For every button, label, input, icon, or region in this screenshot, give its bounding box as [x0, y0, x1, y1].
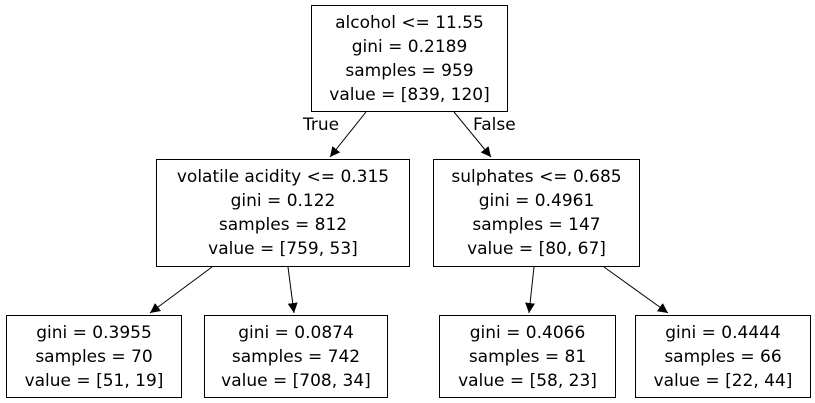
edge-label-false: False	[473, 115, 516, 135]
leaf-right-left-value: value = [58, 23]	[458, 370, 597, 391]
node-root-gini: gini = 0.2189	[351, 36, 468, 57]
leaf-left-right-samples: samples = 742	[231, 346, 361, 367]
leaf-right-right-gini: gini = 0.4444	[665, 322, 781, 343]
leaf-right-left: gini = 0.4066 samples = 81 value = [58, …	[439, 315, 616, 398]
node-right-samples: samples = 147	[472, 215, 601, 235]
leaf-left-left-gini: gini = 0.3955	[36, 322, 152, 343]
edge-root-left	[329, 111, 367, 158]
edge-label-true: True	[303, 115, 340, 135]
leaf-right-right-value: value = [22, 44]	[653, 370, 793, 391]
leaf-right-left-gini: gini = 0.4066	[469, 322, 586, 343]
edge-left-leaf-ll	[149, 266, 213, 314]
node-left-samples: samples = 812	[218, 215, 348, 235]
edge-root-right	[453, 111, 492, 158]
edge-left-leaf-lr	[287, 266, 298, 314]
leaf-left-left-samples: samples = 70	[35, 346, 153, 367]
leaf-left-right-value: value = [708, 34]	[221, 370, 371, 391]
edge-right-leaf-rl	[525, 266, 536, 314]
node-right-value: value = [80, 67]	[467, 239, 606, 259]
node-left-split: volatile acidity <= 0.315	[176, 167, 390, 187]
leaf-left-left: gini = 0.3955 samples = 70 value = [51, …	[6, 315, 182, 398]
node-right: sulphates <= 0.685 gini = 0.4961 samples…	[433, 159, 640, 267]
leaf-left-right-gini: gini = 0.0874	[238, 322, 354, 343]
edge-right-leaf-rr	[603, 266, 669, 314]
node-left-gini: gini = 0.122	[230, 191, 336, 211]
leaf-right-right-samples: samples = 66	[664, 346, 782, 367]
node-right-gini: gini = 0.4961	[478, 191, 595, 211]
node-root: alcohol <= 11.55 gini = 0.2189 samples =…	[311, 5, 508, 112]
leaf-right-right: gini = 0.4444 samples = 66 value = [22, …	[635, 315, 811, 398]
node-root-samples: samples = 959	[345, 60, 474, 81]
leaf-left-right: gini = 0.0874 samples = 742 value = [708…	[204, 315, 388, 398]
node-left-value: value = [759, 53]	[208, 239, 358, 259]
leaf-right-left-samples: samples = 81	[468, 346, 587, 367]
node-root-value: value = [839, 120]	[329, 84, 490, 105]
node-left: volatile acidity <= 0.315 gini = 0.122 s…	[156, 159, 410, 267]
node-right-split: sulphates <= 0.685	[451, 167, 622, 187]
leaf-left-left-value: value = [51, 19]	[24, 370, 164, 391]
node-root-split: alcohol <= 11.55	[335, 12, 484, 33]
